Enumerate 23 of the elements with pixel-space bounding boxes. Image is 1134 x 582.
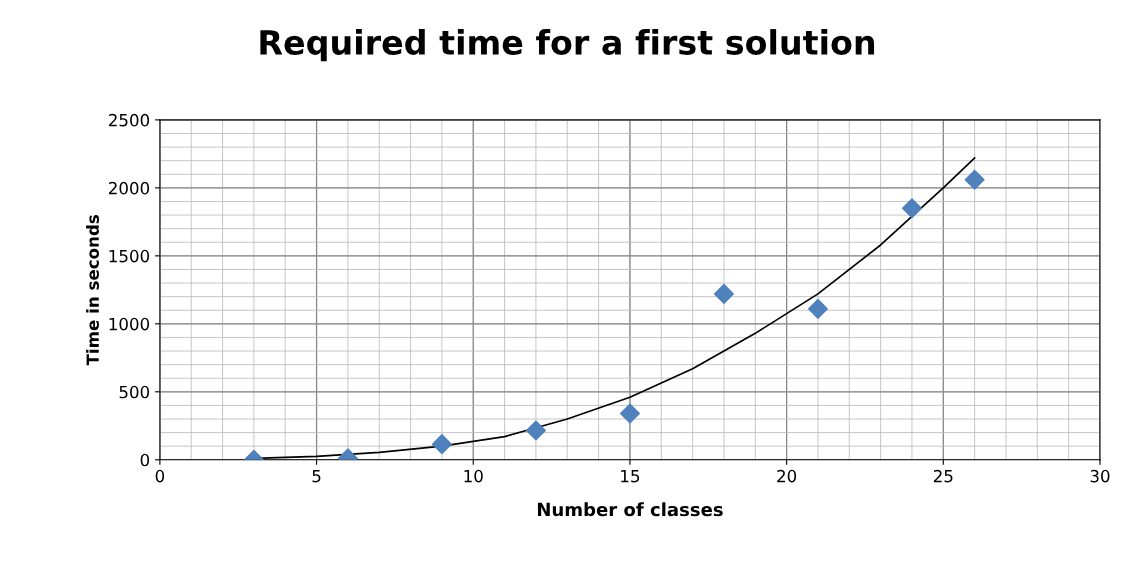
x-tick-label: 0 bbox=[155, 469, 165, 483]
x-tick-label: 15 bbox=[621, 470, 640, 483]
chart-title: Required time for a first solution bbox=[260, 29, 875, 62]
x-tick-label: 5 bbox=[312, 470, 321, 483]
point bbox=[525, 420, 546, 441]
y-tick-label: 1000 bbox=[109, 317, 150, 331]
x-tick-label: 20 bbox=[777, 469, 797, 483]
point bbox=[713, 283, 734, 304]
x-tick-label: 10 bbox=[464, 469, 483, 483]
x-tick-label: 30 bbox=[1090, 469, 1110, 483]
point bbox=[807, 298, 828, 319]
y-tick-label: 500 bbox=[119, 385, 150, 399]
y-axis-title: Time in seconds bbox=[86, 215, 99, 366]
x-axis-title: Number of classes bbox=[537, 502, 723, 517]
x-tick-label: 25 bbox=[933, 469, 953, 483]
point bbox=[964, 169, 985, 190]
point bbox=[431, 434, 452, 455]
point bbox=[619, 403, 640, 424]
y-tick-label: 0 bbox=[140, 453, 150, 467]
point bbox=[901, 198, 922, 219]
y-tick-label: 1500 bbox=[109, 249, 150, 263]
y-tick-label: 2000 bbox=[108, 181, 150, 195]
y-tick-label: 2500 bbox=[108, 113, 150, 127]
